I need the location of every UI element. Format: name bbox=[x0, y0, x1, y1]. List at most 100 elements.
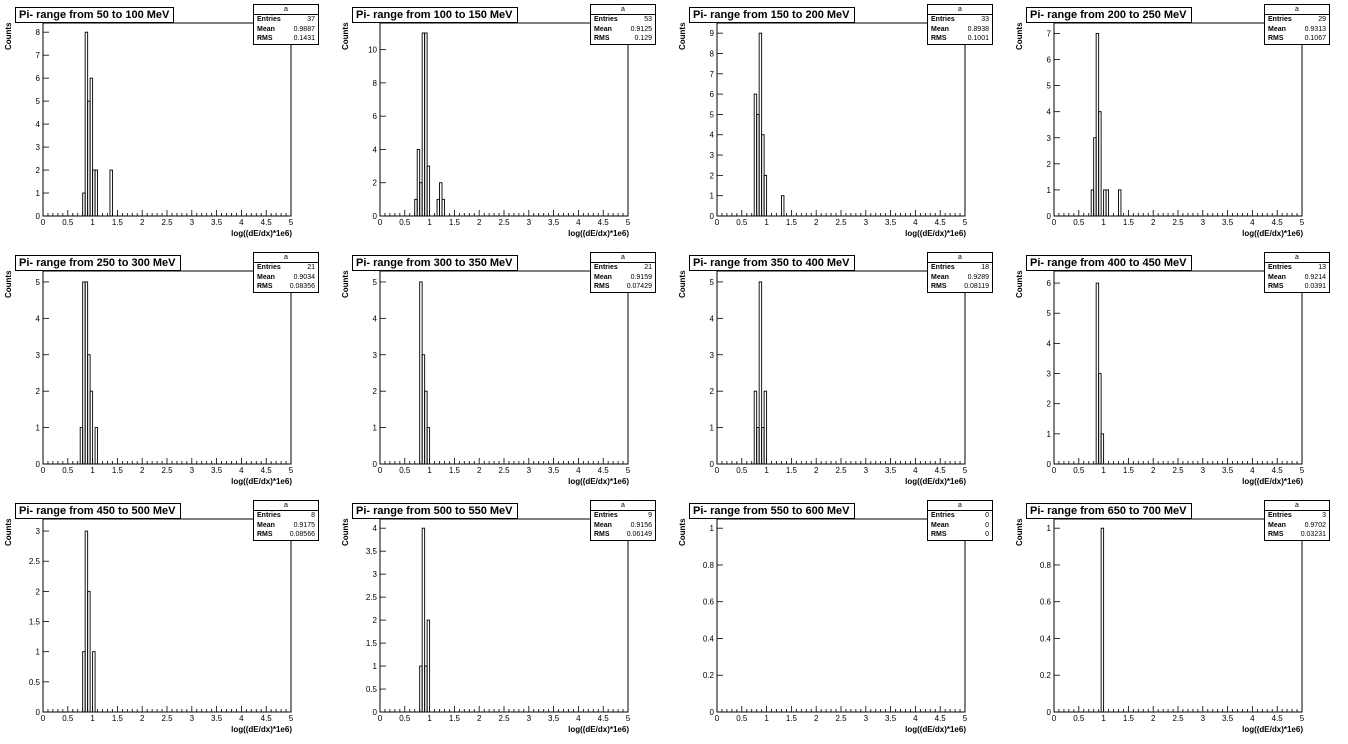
stats-name: a bbox=[928, 253, 992, 263]
y-tick-label: 3 bbox=[710, 151, 715, 160]
stats-value: 0.06149 bbox=[626, 531, 652, 538]
stats-label: RMS bbox=[257, 531, 273, 538]
stats-label: Entries bbox=[931, 264, 955, 271]
stats-label: Mean bbox=[257, 25, 275, 33]
histogram-title: Pi- range from 550 to 600 MeV bbox=[689, 503, 855, 519]
x-tick-label: 3.5 bbox=[885, 714, 897, 723]
x-tick-label: 1.5 bbox=[1123, 466, 1135, 475]
x-tick-label: 4 bbox=[1250, 466, 1255, 475]
stats-row-entries: Entries 53 bbox=[594, 15, 652, 24]
stats-value: 0.9702 bbox=[1304, 521, 1326, 529]
stats-value: 0.08356 bbox=[289, 283, 315, 290]
x-tick-label: 1 bbox=[427, 218, 432, 227]
y-tick-label: 0 bbox=[710, 460, 715, 469]
x-tick-label: 5 bbox=[289, 466, 294, 475]
y-axis-label: Counts bbox=[4, 22, 13, 50]
y-tick-label: 0.5 bbox=[29, 678, 41, 687]
stats-label: Mean bbox=[594, 521, 612, 529]
stats-value: 13 bbox=[1318, 264, 1326, 271]
x-tick-label: 1.5 bbox=[112, 714, 124, 723]
x-tick-label: 5 bbox=[1300, 218, 1305, 227]
stats-row-rms: RMS 0.03231 bbox=[1268, 530, 1326, 539]
y-tick-label: 5 bbox=[36, 278, 41, 287]
y-axis-label: Counts bbox=[1015, 270, 1024, 298]
stats-row-mean: Mean 0 bbox=[931, 521, 989, 530]
stats-value: 0.9034 bbox=[293, 273, 315, 281]
y-tick-label: 1 bbox=[1047, 186, 1052, 195]
x-tick-label: 4.5 bbox=[935, 218, 947, 227]
stats-row-mean: Mean 0.9175 bbox=[257, 521, 315, 530]
y-axis-label: Counts bbox=[678, 270, 687, 298]
stats-box: a Entries 0 Mean 0 RMS 0 bbox=[927, 500, 993, 541]
stats-box: a Entries 18 Mean 0.9289 RMS 0.08119 bbox=[927, 252, 993, 293]
y-tick-label: 0.2 bbox=[1040, 671, 1052, 680]
stats-box: a Entries 9 Mean 0.9156 RMS 0.06149 bbox=[590, 500, 656, 541]
y-tick-label: 4 bbox=[373, 314, 378, 323]
y-tick-label: 8 bbox=[36, 28, 41, 37]
stats-row-mean: Mean 0.9702 bbox=[1268, 521, 1326, 530]
x-tick-label: 2.5 bbox=[498, 466, 510, 475]
stats-label: Mean bbox=[1268, 521, 1286, 529]
x-tick-label: 0 bbox=[378, 218, 383, 227]
x-tick-label: 0 bbox=[715, 466, 720, 475]
x-axis-label: log((dE/dx)*1e6) bbox=[231, 477, 292, 486]
stats-value: 0.07429 bbox=[626, 283, 652, 290]
x-tick-label: 2.5 bbox=[1172, 466, 1184, 475]
x-tick-label: 4.5 bbox=[261, 714, 273, 723]
y-tick-label: 6 bbox=[1047, 279, 1052, 288]
stats-row-entries: Entries 18 bbox=[931, 263, 989, 272]
y-tick-label: 7 bbox=[710, 70, 715, 79]
stats-label: RMS bbox=[257, 283, 273, 290]
stats-label: RMS bbox=[594, 35, 610, 42]
y-tick-label: 0.4 bbox=[703, 634, 715, 643]
histogram-pad: 0 0.5 1 1.5 2 2.5 3 3.5 4 4.5 5 0 0.5 1 1.5 2 2.5 3 Pi- ra… bbox=[0, 496, 337, 744]
stats-row-mean: Mean 0.9156 bbox=[594, 521, 652, 530]
x-tick-label: 1 bbox=[1101, 218, 1106, 227]
stats-value: 0 bbox=[985, 531, 989, 538]
stats-label: Entries bbox=[257, 16, 281, 23]
histogram-pad: 0 0.5 1 1.5 2 2.5 3 3.5 4 4.5 5 0 1 2 3 4 5 6 Pi- range fr… bbox=[1011, 248, 1348, 496]
stats-label: RMS bbox=[1268, 531, 1284, 538]
x-tick-label: 5 bbox=[626, 218, 631, 227]
stats-value: 53 bbox=[644, 16, 652, 23]
y-tick-label: 2 bbox=[710, 171, 715, 180]
plot-frame bbox=[42, 518, 292, 713]
x-tick-label: 1.5 bbox=[1123, 714, 1135, 723]
stats-row-mean: Mean 0.9313 bbox=[1268, 25, 1326, 34]
y-tick-label: 4 bbox=[373, 145, 378, 154]
x-tick-label: 5 bbox=[963, 714, 968, 723]
y-axis-label: Counts bbox=[678, 518, 687, 546]
y-axis-label: Counts bbox=[4, 270, 13, 298]
histogram-bin bbox=[109, 169, 113, 217]
stats-row-rms: RMS 0.07429 bbox=[594, 282, 652, 291]
stats-label: Entries bbox=[594, 512, 618, 519]
stats-box: a Entries 29 Mean 0.9313 RMS 0.1067 bbox=[1264, 4, 1330, 45]
x-tick-label: 3.5 bbox=[211, 466, 223, 475]
x-tick-label: 2.5 bbox=[835, 466, 847, 475]
stats-value: 21 bbox=[307, 264, 315, 271]
x-tick-label: 1 bbox=[764, 466, 769, 475]
y-axis-label: Counts bbox=[1015, 518, 1024, 546]
y-tick-label: 1 bbox=[1047, 430, 1052, 439]
histogram-plot: 0 0.5 1 1.5 2 2.5 3 3.5 4 4.5 5 0 1 2 3 4 5 bbox=[373, 270, 631, 475]
y-axis-label: Counts bbox=[678, 22, 687, 50]
x-tick-label: 1.5 bbox=[786, 714, 798, 723]
x-tick-label: 4.5 bbox=[935, 466, 947, 475]
stats-row-entries: Entries 13 bbox=[1268, 263, 1326, 272]
y-tick-label: 0 bbox=[373, 708, 378, 717]
y-tick-label: 6 bbox=[36, 74, 41, 83]
histogram-pad: 0 0.5 1 1.5 2 2.5 3 3.5 4 4.5 5 0 2 4 6 8 10 Pi- range fr… bbox=[337, 0, 674, 248]
stats-value: 0.9156 bbox=[630, 521, 652, 529]
x-tick-label: 0.5 bbox=[1073, 466, 1085, 475]
stats-row-rms: RMS 0.06149 bbox=[594, 530, 652, 539]
stats-value: 0.9175 bbox=[293, 521, 315, 529]
stats-value: 0.8938 bbox=[967, 25, 989, 33]
stats-value: 8 bbox=[311, 512, 315, 519]
stats-label: RMS bbox=[931, 283, 947, 290]
histogram-bin bbox=[758, 281, 763, 465]
histogram-pad: 0 0.5 1 1.5 2 2.5 3 3.5 4 4.5 5 0 0.2 0.4 0.6 0.8 1 Pi- r… bbox=[674, 496, 1011, 744]
x-tick-label: 4 bbox=[913, 714, 918, 723]
stats-name: a bbox=[591, 5, 655, 15]
histogram-title: Pi- range from 50 to 100 MeV bbox=[15, 7, 175, 23]
stats-row-rms: RMS 0.1431 bbox=[257, 34, 315, 43]
